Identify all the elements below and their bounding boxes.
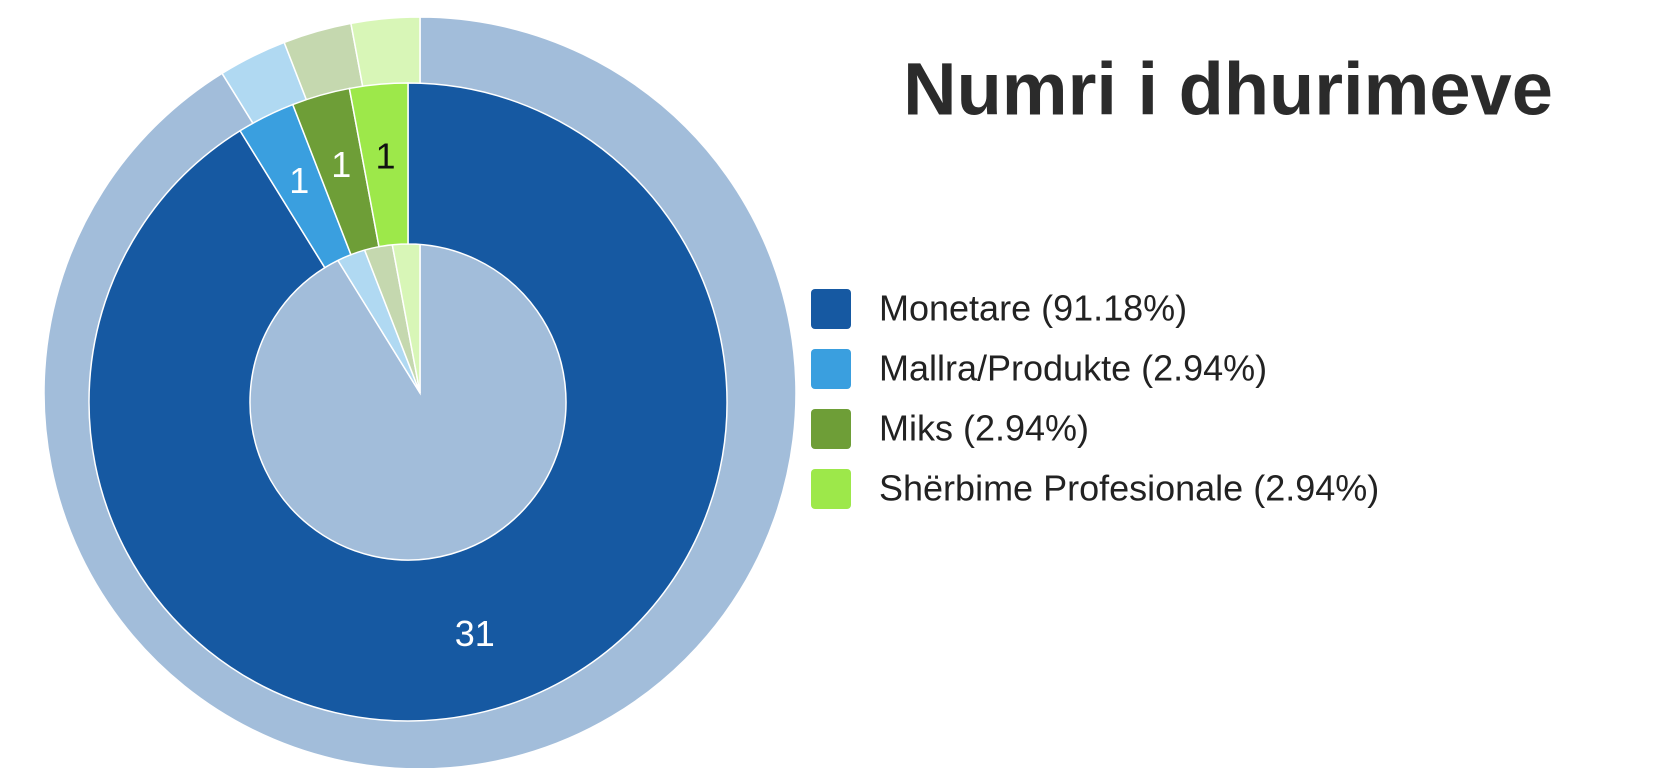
- legend-swatch: [811, 349, 851, 389]
- chart-title: Numri i dhurimeve: [903, 48, 1553, 131]
- data-label: 1: [289, 160, 309, 201]
- legend-swatch: [811, 289, 851, 329]
- slice: [88, 82, 728, 722]
- legend-label: Monetare (91.18%): [879, 288, 1187, 329]
- legend-label: Shërbime Profesionale (2.94%): [879, 468, 1379, 509]
- legend-swatch: [811, 409, 851, 449]
- data-label: 1: [375, 136, 395, 177]
- data-label: 31: [455, 613, 495, 654]
- slice: [348, 82, 409, 248]
- legend-label: Mallra/Produkte (2.94%): [879, 348, 1267, 389]
- data-label: 1: [331, 144, 351, 185]
- legend-label: Miks (2.94%): [879, 408, 1089, 449]
- legend-swatch: [811, 469, 851, 509]
